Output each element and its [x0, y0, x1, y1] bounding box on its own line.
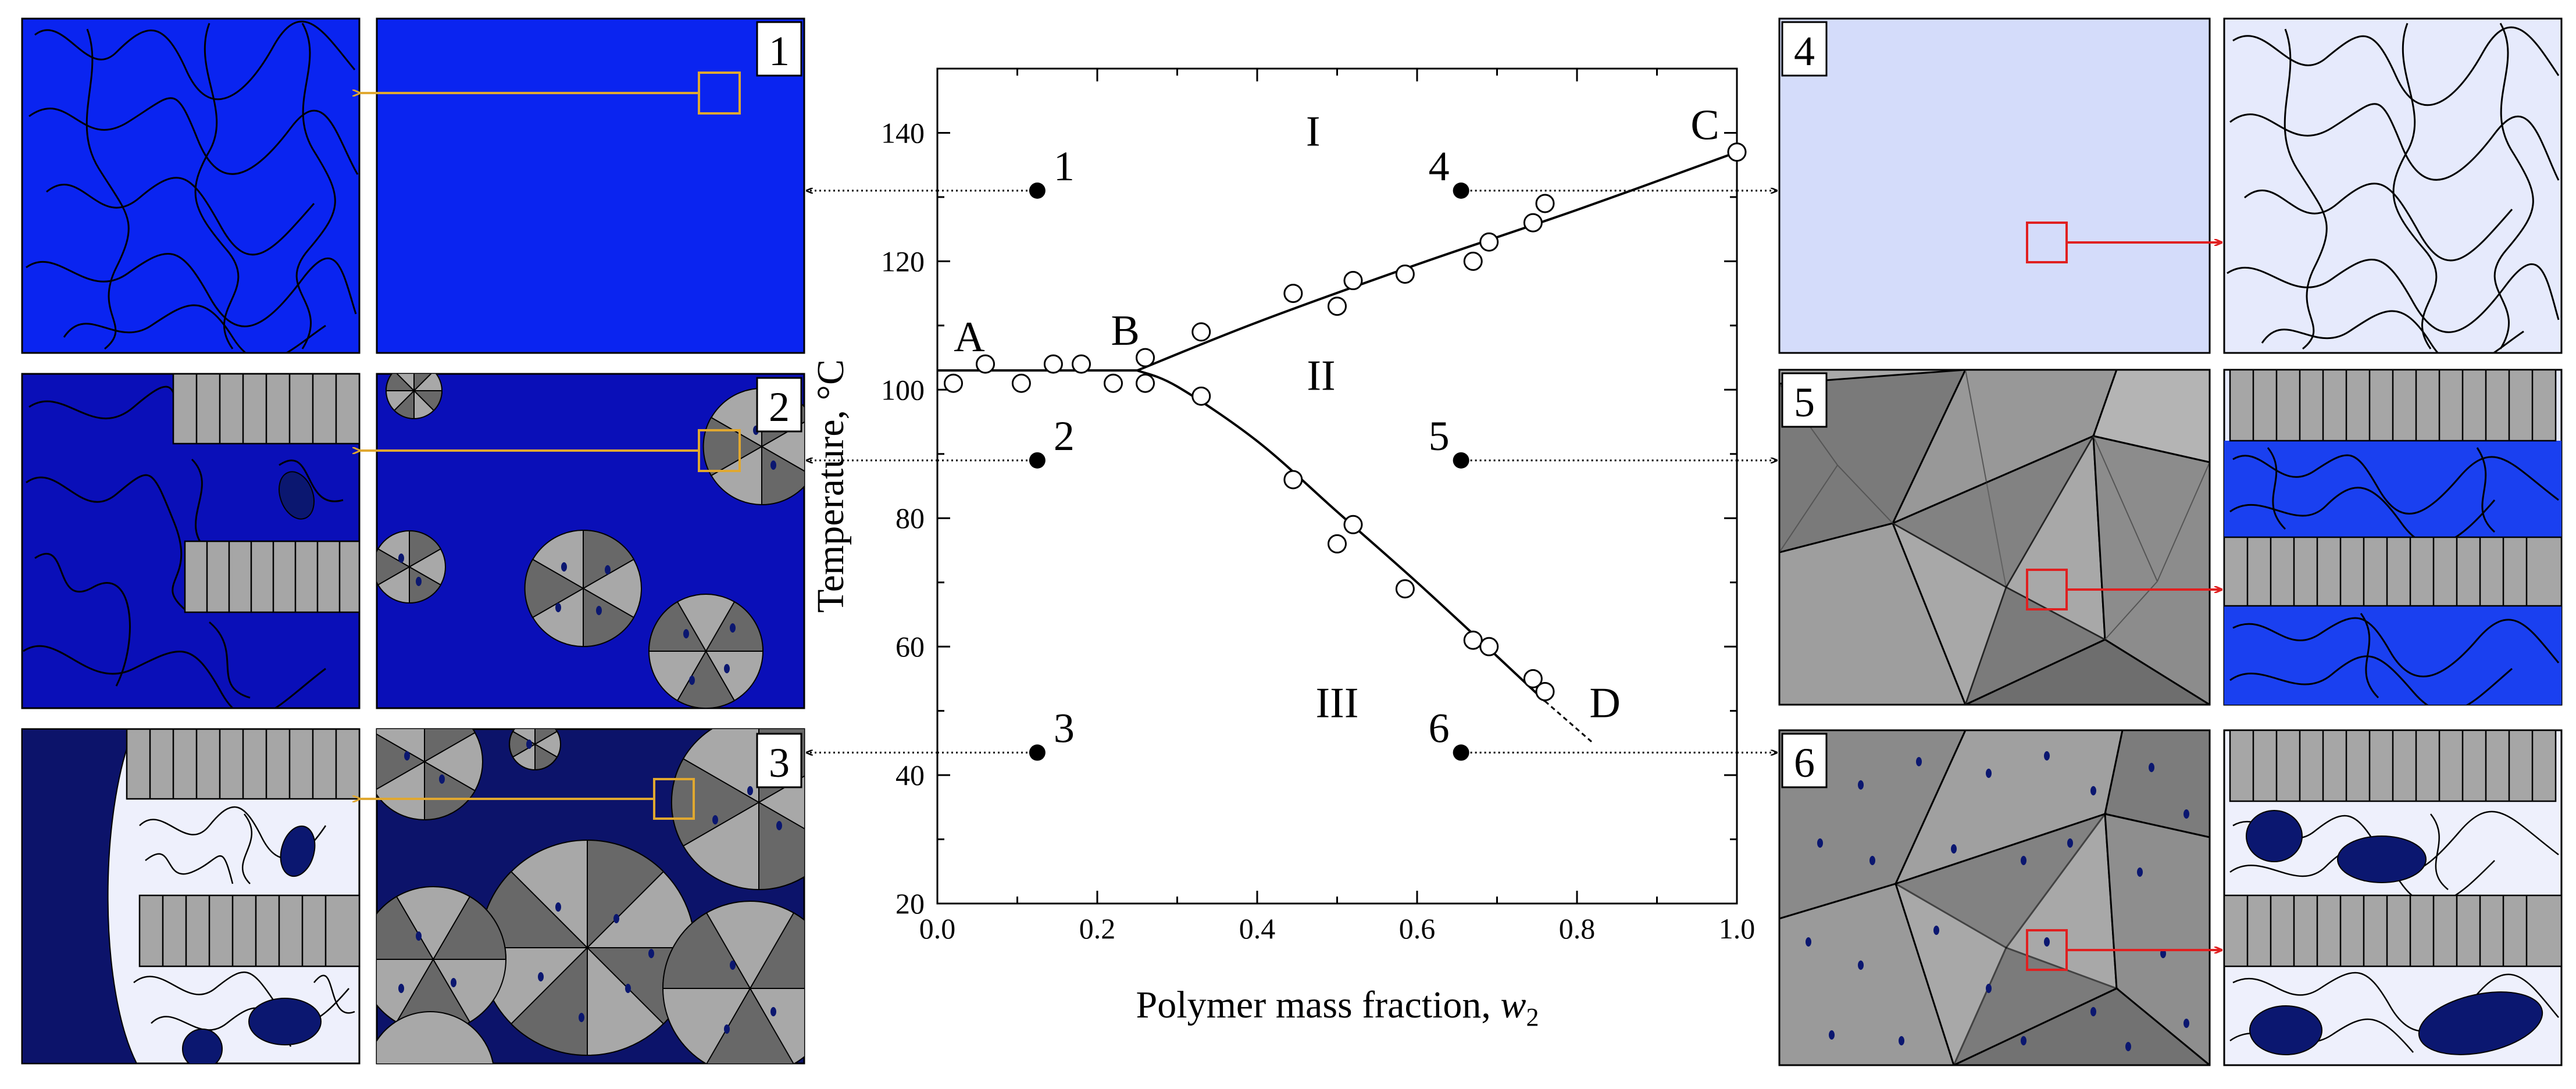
panel-3-morphology: 3 — [361, 728, 805, 1065]
panel-1-zoom — [21, 17, 361, 354]
y-tick-label: 140 — [881, 116, 925, 149]
state-marker-3 — [1029, 744, 1046, 761]
state-marker-6 — [1453, 744, 1469, 761]
state-label-6: 6 — [1429, 705, 1450, 751]
x-tick-label: 1.0 — [1719, 912, 1756, 945]
data-point — [1395, 264, 1415, 284]
data-point — [1283, 284, 1303, 304]
y-tick-label: 40 — [895, 759, 925, 791]
y-tick-label: 80 — [895, 502, 925, 534]
x-axis-label-text: Polymer mass fraction, — [1136, 984, 1501, 1026]
state-marker-5 — [1453, 452, 1469, 469]
data-point — [1043, 354, 1063, 374]
panel-5-zoom — [2223, 369, 2563, 706]
panel-5-morphology: 5 — [1778, 369, 2222, 706]
data-point — [1523, 213, 1543, 233]
data-point — [1395, 579, 1415, 599]
data-point — [1328, 534, 1347, 554]
panel-label-3: 3 — [769, 740, 790, 786]
axis-tick-labels: 0.0 0.2 0.4 0.6 0.8 1.0 20 40 60 80 100 120 140 — [881, 116, 1755, 945]
state-label-3: 3 — [1054, 705, 1075, 751]
state-label-2: 2 — [1054, 413, 1075, 459]
state-markers: 1 2 3 4 5 6 — [1029, 143, 1469, 761]
data-point — [1136, 348, 1155, 367]
point-labels: A B C D — [954, 102, 1719, 727]
data-point — [1463, 630, 1483, 650]
state-marker-4 — [1453, 182, 1469, 199]
axis-ticks — [936, 69, 1738, 905]
phase-diagram-plot: 0.0 0.2 0.4 0.6 0.8 1.0 20 40 60 80 100 120 140 1 2 3 4… — [806, 67, 1778, 1031]
curve-BD-extrapolated — [1544, 700, 1594, 744]
region-label-II: II — [1307, 352, 1335, 399]
panel-label-5: 5 — [1794, 379, 1815, 426]
point-label-B: B — [1111, 307, 1139, 355]
state-label-4: 4 — [1429, 143, 1450, 190]
data-point — [1328, 297, 1347, 316]
y-tick-label: 100 — [881, 373, 925, 406]
panel-6-zoom — [2223, 729, 2563, 1066]
state-marker-1 — [1029, 182, 1046, 199]
panel-6-morphology: 6 — [1778, 729, 2222, 1066]
data-point — [1136, 373, 1155, 393]
plot-frame — [936, 67, 1738, 905]
region-label-III: III — [1316, 680, 1359, 727]
panel-label-1: 1 — [769, 28, 790, 74]
state-label-1: 1 — [1054, 143, 1075, 190]
x-tick-label: 0.6 — [1399, 912, 1436, 945]
data-point — [1535, 194, 1555, 213]
data-point — [944, 373, 963, 393]
curve-BC — [1137, 151, 1737, 372]
x-axis-label: Polymer mass fraction, w2 — [1136, 984, 1539, 1031]
data-point — [976, 354, 995, 374]
y-tick-label: 60 — [895, 630, 925, 663]
point-label-A: A — [954, 313, 984, 361]
panel-2-morphology: 2 — [361, 373, 805, 709]
data-point — [1523, 669, 1543, 688]
data-point — [1535, 681, 1555, 701]
data-point — [1191, 386, 1211, 406]
panel-4-zoom — [2223, 17, 2563, 354]
data-point — [1104, 373, 1123, 393]
data-point — [1072, 354, 1091, 374]
state-marker-2 — [1029, 452, 1046, 469]
data-point — [1479, 232, 1499, 252]
panel-label-6: 6 — [1794, 740, 1815, 786]
state-label-5: 5 — [1429, 413, 1450, 459]
data-point — [1343, 271, 1363, 291]
point-label-C: C — [1690, 102, 1719, 149]
x-tick-label: 0.8 — [1559, 912, 1596, 945]
region-label-I: I — [1306, 108, 1321, 156]
y-axis-label: Temperature, °C — [809, 359, 852, 613]
y-tick-label: 120 — [881, 245, 925, 277]
panel-2-zoom — [21, 373, 361, 709]
data-point — [1727, 142, 1747, 162]
data-point — [1479, 637, 1499, 656]
x-tick-label: 0.2 — [1079, 912, 1116, 945]
data-point — [1191, 322, 1211, 342]
y-tick-label: 20 — [895, 887, 925, 920]
x-axis-label-var: w — [1500, 984, 1526, 1026]
panel-4-morphology: 4 — [1778, 17, 2222, 354]
x-axis-label-sub: 2 — [1526, 1003, 1539, 1031]
data-point — [1343, 515, 1363, 534]
measured-points — [944, 142, 1747, 701]
panel-label-2: 2 — [769, 384, 790, 430]
data-point — [1463, 251, 1483, 271]
panel-3-zoom — [21, 728, 361, 1065]
data-point — [1011, 373, 1031, 393]
panel-label-4: 4 — [1794, 28, 1815, 74]
state-connectors — [806, 191, 1778, 753]
data-point — [1283, 470, 1303, 490]
x-tick-label: 0.0 — [919, 912, 956, 945]
x-tick-label: 0.4 — [1239, 912, 1276, 945]
point-label-D: D — [1589, 680, 1620, 727]
panel-1-morphology: 1 — [361, 17, 805, 354]
